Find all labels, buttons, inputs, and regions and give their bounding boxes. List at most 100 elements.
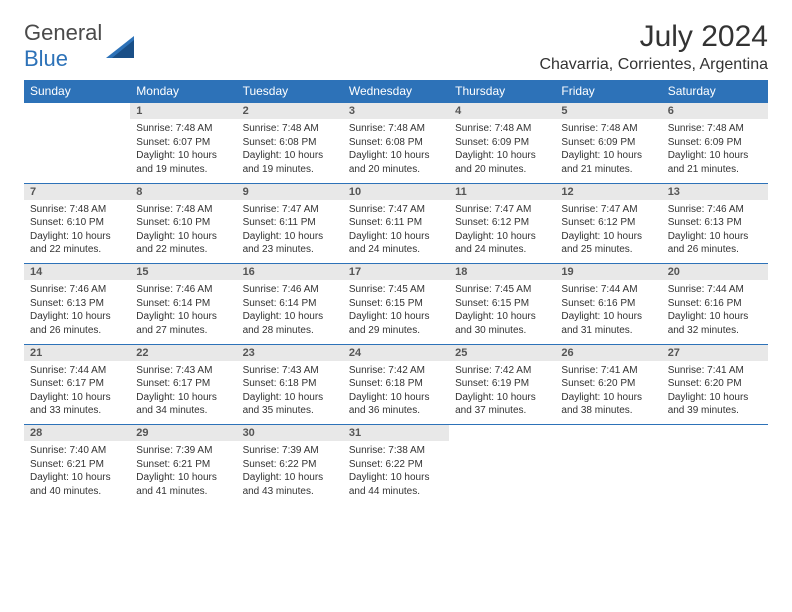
day-content-cell: Sunrise: 7:47 AMSunset: 6:12 PMDaylight:…	[555, 200, 661, 264]
daylight-text-b: and 19 minutes.	[243, 163, 337, 177]
day-number-row: 21222324252627	[24, 344, 768, 361]
sunset-text: Sunset: 6:22 PM	[349, 458, 443, 472]
sunrise-text: Sunrise: 7:43 AM	[136, 364, 230, 378]
daylight-text-b: and 38 minutes.	[561, 404, 655, 418]
sunset-text: Sunset: 6:15 PM	[455, 297, 549, 311]
sunset-text: Sunset: 6:17 PM	[136, 377, 230, 391]
daylight-text-b: and 25 minutes.	[561, 243, 655, 257]
day-number-cell: 2	[237, 103, 343, 120]
daylight-text-a: Daylight: 10 hours	[668, 230, 762, 244]
day-number-cell: 6	[662, 103, 768, 120]
day-content-row: Sunrise: 7:44 AMSunset: 6:17 PMDaylight:…	[24, 361, 768, 425]
day-content-row: Sunrise: 7:48 AMSunset: 6:07 PMDaylight:…	[24, 119, 768, 183]
sunset-text: Sunset: 6:14 PM	[136, 297, 230, 311]
daylight-text-a: Daylight: 10 hours	[349, 310, 443, 324]
daylight-text-a: Daylight: 10 hours	[668, 310, 762, 324]
day-content-cell: Sunrise: 7:42 AMSunset: 6:19 PMDaylight:…	[449, 361, 555, 425]
day-number-cell: 16	[237, 264, 343, 281]
day-content-cell: Sunrise: 7:48 AMSunset: 6:09 PMDaylight:…	[662, 119, 768, 183]
day-content-cell: Sunrise: 7:48 AMSunset: 6:10 PMDaylight:…	[130, 200, 236, 264]
day-number-row: 28293031	[24, 425, 768, 442]
day-content-cell: Sunrise: 7:44 AMSunset: 6:16 PMDaylight:…	[555, 280, 661, 344]
sunrise-text: Sunrise: 7:48 AM	[668, 122, 762, 136]
day-number-cell: 3	[343, 103, 449, 120]
sunrise-text: Sunrise: 7:48 AM	[136, 203, 230, 217]
day-number-cell: 7	[24, 183, 130, 200]
weekday-header: Friday	[555, 80, 661, 103]
day-number-cell: 4	[449, 103, 555, 120]
daylight-text-b: and 33 minutes.	[30, 404, 124, 418]
day-content-cell: Sunrise: 7:47 AMSunset: 6:11 PMDaylight:…	[343, 200, 449, 264]
day-number-cell: 21	[24, 344, 130, 361]
day-number-cell: 13	[662, 183, 768, 200]
sunrise-text: Sunrise: 7:46 AM	[668, 203, 762, 217]
sunset-text: Sunset: 6:13 PM	[30, 297, 124, 311]
daylight-text-b: and 24 minutes.	[455, 243, 549, 257]
daylight-text-a: Daylight: 10 hours	[349, 230, 443, 244]
daylight-text-b: and 22 minutes.	[136, 243, 230, 257]
day-content-row: Sunrise: 7:48 AMSunset: 6:10 PM Daylight:…	[24, 200, 768, 264]
sunrise-text: Sunrise: 7:39 AM	[243, 444, 337, 458]
sunset-text: Sunset: 6:21 PM	[30, 458, 124, 472]
sunset-text: Sunset: 6:20 PM	[668, 377, 762, 391]
sunrise-text: Sunrise: 7:43 AM	[243, 364, 337, 378]
sunset-text: Sunset: 6:16 PM	[561, 297, 655, 311]
daylight-text-a: Daylight: 10 hours	[561, 149, 655, 163]
day-number-cell: 23	[237, 344, 343, 361]
day-content-cell: Sunrise: 7:46 AMSunset: 6:13 PMDaylight:…	[662, 200, 768, 264]
day-number-cell: 22	[130, 344, 236, 361]
day-number-cell: 29	[130, 425, 236, 442]
sunset-text: Sunset: 6:10 PM	[136, 216, 230, 230]
sunrise-text: Sunrise: 7:40 AM	[30, 444, 124, 458]
brand-logo: General Blue	[24, 20, 140, 72]
day-number-cell	[24, 103, 130, 120]
day-content-cell	[449, 441, 555, 505]
day-number-cell: 24	[343, 344, 449, 361]
daylight-text-b: and 32 minutes.	[668, 324, 762, 338]
day-number-cell: 20	[662, 264, 768, 281]
sunset-text: Sunset: 6:19 PM	[455, 377, 549, 391]
daylight-text-b: and 24 minutes.	[349, 243, 443, 257]
day-number-cell: 11	[449, 183, 555, 200]
day-number-cell: 8	[130, 183, 236, 200]
daylight-text-a: Daylight: 10 hours	[30, 230, 124, 244]
sunset-text: Sunset: 6:20 PM	[561, 377, 655, 391]
day-content-cell: Sunrise: 7:47 AMSunset: 6:11 PMDaylight:…	[237, 200, 343, 264]
day-number-cell: 10	[343, 183, 449, 200]
day-content-cell: Sunrise: 7:48 AMSunset: 6:10 PMDaylight:…	[24, 200, 130, 264]
title-block: July 2024 Chavarria, Corrientes, Argenti…	[539, 20, 768, 74]
daylight-text-b: and 27 minutes.	[136, 324, 230, 338]
day-content-cell: Sunrise: 7:42 AMSunset: 6:18 PMDaylight:…	[343, 361, 449, 425]
daylight-text-b: and 19 minutes.	[136, 163, 230, 177]
day-content-cell: Sunrise: 7:46 AMSunset: 6:14 PMDaylight:…	[237, 280, 343, 344]
daylight-text-a: Daylight: 10 hours	[136, 391, 230, 405]
day-number-cell: 17	[343, 264, 449, 281]
brand-name-a: General	[24, 20, 102, 45]
sunset-text: Sunset: 6:08 PM	[349, 136, 443, 150]
calendar-table: Sunday Monday Tuesday Wednesday Thursday…	[24, 80, 768, 505]
brand-triangle-icon	[106, 30, 140, 63]
daylight-text-a: Daylight: 10 hours	[561, 310, 655, 324]
sunrise-text: Sunrise: 7:39 AM	[136, 444, 230, 458]
day-number-cell: 1	[130, 103, 236, 120]
sunset-text: Sunset: 6:07 PM	[136, 136, 230, 150]
daylight-text-a: Daylight: 10 hours	[136, 471, 230, 485]
daylight-text-b: and 23 minutes.	[243, 243, 337, 257]
day-content-row: Sunrise: 7:46 AM Sunset: 6:13 PM Daylight:…	[24, 280, 768, 344]
daylight-text-a: Daylight: 10 hours	[349, 391, 443, 405]
daylight-text-b: and 40 minutes.	[30, 485, 124, 499]
weekday-header-row: Sunday Monday Tuesday Wednesday Thursday…	[24, 80, 768, 103]
sunset-text: Sunset: 6:11 PM	[349, 216, 443, 230]
weekday-header: Monday	[130, 80, 236, 103]
daylight-text-b: and 26 minutes.	[30, 324, 124, 338]
daylight-text-b: and 22 minutes.	[30, 243, 124, 257]
sunrise-text: Sunrise: 7:48 AM	[349, 122, 443, 136]
daylight-text-a: Daylight: 10 hours	[561, 391, 655, 405]
sunrise-text: Sunrise: 7:46 AM	[243, 283, 337, 297]
day-content-cell: Sunrise: 7:46 AMSunset: 6:13 PMDaylight:…	[24, 280, 130, 344]
sunrise-text: Sunrise: 7:45 AM	[455, 283, 549, 297]
daylight-text-b: and 43 minutes.	[243, 485, 337, 499]
sunrise-text: Sunrise: 7:48 AM	[136, 122, 230, 136]
daylight-text-a: Daylight: 10 hours	[243, 391, 337, 405]
sunset-text: Sunset: 6:09 PM	[668, 136, 762, 150]
